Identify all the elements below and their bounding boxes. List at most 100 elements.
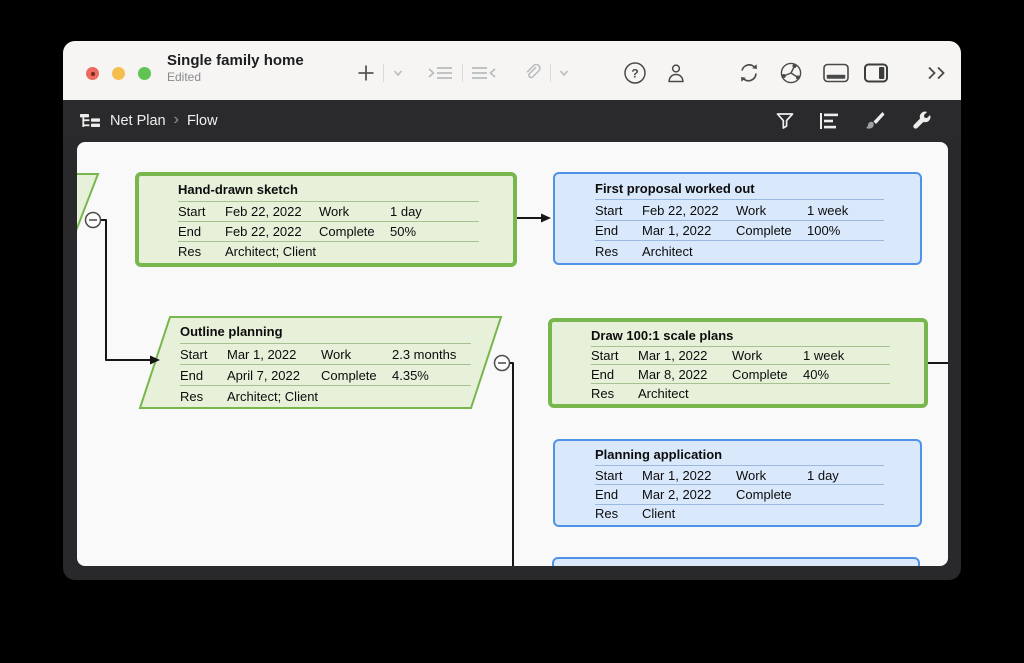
- zoom-button[interactable]: [138, 67, 151, 80]
- field-value: 100%: [807, 223, 884, 238]
- toolbar-separator: [462, 64, 463, 82]
- field-label: Complete: [736, 487, 807, 502]
- breadcrumb-view-name[interactable]: Net Plan: [110, 113, 166, 129]
- field-label: Res: [591, 386, 638, 401]
- field-value: Architect; Client: [227, 389, 321, 404]
- task-title: Outline planning: [180, 320, 471, 343]
- field-label: Work: [736, 468, 807, 483]
- task-field-row: ResArchitect; Client: [180, 385, 471, 406]
- attach-options-chevron-icon[interactable]: [558, 67, 571, 80]
- toolbar-separator: [383, 64, 384, 82]
- field-value: 2.3 months: [392, 347, 471, 362]
- breadcrumb: Net Plan › Flow: [110, 100, 218, 142]
- task-title: Planning application: [595, 444, 884, 465]
- field-value: Architect; Client: [225, 244, 319, 259]
- breadcrumb-view-mode[interactable]: Flow: [187, 113, 218, 129]
- field-label: Complete: [319, 224, 390, 239]
- task-field-row: ResArchitect: [595, 240, 884, 261]
- field-label: Start: [595, 203, 642, 218]
- field-label: Work: [736, 203, 807, 218]
- task-field-row: StartMar 1, 2022Work1 week: [591, 346, 890, 365]
- field-label: Res: [595, 506, 642, 521]
- task-node-hand-drawn-sketch[interactable]: Hand-drawn sketchStartFeb 22, 2022Work1 …: [135, 172, 517, 267]
- field-value: 1 week: [803, 348, 890, 363]
- field-label: Work: [319, 204, 390, 219]
- field-value: Mar 1, 2022: [638, 348, 732, 363]
- help-icon[interactable]: ?: [623, 61, 648, 86]
- field-value: Mar 1, 2022: [642, 223, 736, 238]
- share-network-icon[interactable]: [779, 61, 804, 86]
- task-field-row: EndMar 8, 2022Complete40%: [591, 364, 890, 383]
- field-value: Feb 22, 2022: [642, 203, 736, 218]
- field-label: End: [595, 223, 642, 238]
- task-field-row: StartMar 1, 2022Work2.3 months: [180, 343, 471, 364]
- task-node-draw-100-1-scale-plans[interactable]: Draw 100:1 scale plansStartMar 1, 2022Wo…: [548, 318, 928, 408]
- connector-line: [510, 363, 513, 566]
- field-label: Res: [180, 389, 227, 404]
- field-label: Start: [591, 348, 638, 363]
- field-value: Feb 22, 2022: [225, 204, 319, 219]
- field-label: Res: [595, 244, 642, 259]
- field-value: 50%: [390, 224, 479, 239]
- user-icon[interactable]: [664, 61, 689, 86]
- settings-wrench-icon[interactable]: [910, 110, 932, 132]
- minimize-button[interactable]: [112, 67, 125, 80]
- field-value: Architect: [638, 386, 732, 401]
- view-bar: Net Plan › Flow: [63, 100, 961, 142]
- app-window: Single family home Edited ?: [63, 41, 961, 580]
- filter-icon[interactable]: [775, 111, 796, 132]
- task-title: First proposal worked out: [595, 177, 884, 199]
- field-value: 40%: [803, 367, 890, 382]
- field-value: 1 day: [807, 468, 884, 483]
- toolbar-separator: [550, 64, 551, 82]
- indent-icon[interactable]: [426, 63, 454, 83]
- title-bar: Single family home Edited ?: [63, 41, 961, 100]
- outdent-icon[interactable]: [470, 63, 498, 83]
- breadcrumb-chevron: ›: [174, 111, 179, 129]
- task-title: Draw 100:1 scale plans: [591, 325, 890, 346]
- field-value: 1 day: [390, 204, 479, 219]
- task-field-row: ResArchitect: [591, 383, 890, 402]
- field-label: Start: [595, 468, 642, 483]
- task-node-partial-task[interactable]: [552, 557, 920, 566]
- sync-icon[interactable]: [736, 60, 762, 86]
- netplan-canvas[interactable]: Hand-drawn sketchStartFeb 22, 2022Work1 …: [77, 142, 948, 566]
- field-value: Mar 1, 2022: [642, 468, 736, 483]
- task-field-row: ResArchitect; Client: [178, 241, 479, 261]
- task-field-row: ResClient: [595, 504, 884, 523]
- field-value: Architect: [642, 244, 736, 259]
- svg-text:?: ?: [631, 67, 638, 81]
- add-options-chevron-icon[interactable]: [392, 67, 405, 80]
- panel-bottom-icon[interactable]: [823, 63, 850, 84]
- task-node-outline-planning[interactable]: Outline planningStartMar 1, 2022Work2.3 …: [140, 317, 501, 408]
- connector-arrowhead: [541, 214, 551, 223]
- field-value: Mar 1, 2022: [227, 347, 321, 362]
- field-label: Complete: [732, 367, 803, 382]
- field-label: Work: [321, 347, 392, 362]
- field-value: Mar 8, 2022: [638, 367, 732, 382]
- document-status: Edited: [167, 70, 304, 85]
- grouping-icon[interactable]: [818, 111, 840, 131]
- add-button[interactable]: [355, 62, 377, 84]
- field-value: April 7, 2022: [227, 368, 321, 383]
- field-label: End: [595, 487, 642, 502]
- format-brush-icon[interactable]: [863, 110, 885, 132]
- panel-right-icon[interactable]: [864, 63, 889, 84]
- field-label: End: [591, 367, 638, 382]
- task-field-row: StartFeb 22, 2022Work1 day: [178, 201, 479, 221]
- document-title: Single family home: [167, 51, 304, 70]
- task-node-first-proposal-worked-out[interactable]: First proposal worked outStartFeb 22, 20…: [553, 172, 922, 265]
- field-value: Feb 22, 2022: [225, 224, 319, 239]
- close-button[interactable]: [86, 67, 99, 80]
- task-field-row: EndApril 7, 2022Complete4.35%: [180, 364, 471, 385]
- more-toolbar-items-icon[interactable]: [926, 65, 949, 82]
- field-value: 4.35%: [392, 368, 471, 383]
- task-field-row: EndMar 1, 2022Complete100%: [595, 220, 884, 241]
- title-block: Single family home Edited: [167, 51, 304, 85]
- task-field-row: StartMar 1, 2022Work1 day: [595, 465, 884, 484]
- desktop-background: { "window": { "title": "Single family ho…: [0, 0, 1024, 663]
- task-node-planning-application[interactable]: Planning applicationStartMar 1, 2022Work…: [553, 439, 922, 527]
- net-plan-view-icon[interactable]: [79, 112, 101, 130]
- task-field-row: StartFeb 22, 2022Work1 week: [595, 199, 884, 220]
- attach-icon[interactable]: [523, 63, 544, 84]
